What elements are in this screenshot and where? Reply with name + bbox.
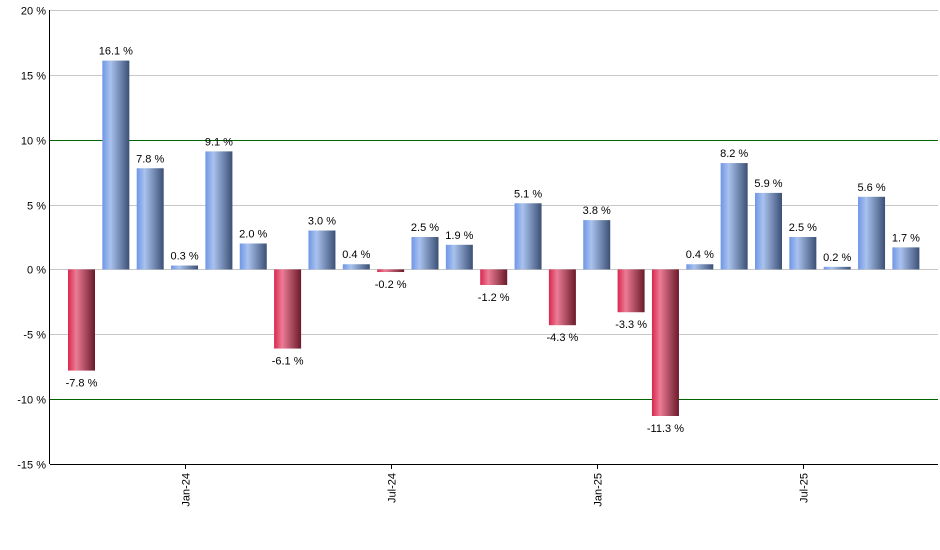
data-label: 0.3 % (170, 251, 198, 263)
y-tick-label: 5 % (27, 201, 46, 213)
data-label: 1.9 % (445, 230, 473, 242)
bar (480, 269, 508, 285)
data-label: -4.3 % (547, 332, 579, 344)
y-tick-label: 15 % (21, 71, 46, 83)
x-tick-label: Jul-25 (799, 473, 811, 503)
bar (102, 60, 130, 270)
bar (342, 264, 370, 270)
bar (617, 269, 645, 313)
bar (274, 269, 302, 349)
data-label: -7.8 % (66, 378, 98, 390)
bar (651, 269, 679, 417)
data-label: -1.2 % (478, 292, 510, 304)
bar (548, 269, 576, 326)
y-tick-label: -5 % (23, 330, 46, 342)
y-tick-label: -15 % (17, 460, 46, 472)
bar (205, 151, 233, 270)
bar (171, 265, 199, 270)
data-label: 5.6 % (857, 182, 885, 194)
data-label: 2.5 % (411, 222, 439, 234)
bar (720, 163, 748, 270)
data-label: -6.1 % (272, 356, 304, 368)
data-label: 2.0 % (239, 228, 267, 240)
data-label: 16.1 % (99, 46, 133, 58)
data-label: -3.3 % (615, 319, 647, 331)
bar (239, 243, 267, 270)
x-tick-label: Jan-24 (181, 473, 193, 507)
bar (823, 266, 851, 270)
data-label: 3.0 % (308, 216, 336, 228)
bar (308, 230, 336, 270)
data-label: 0.4 % (342, 249, 370, 261)
data-label: 0.2 % (823, 252, 851, 264)
x-tick-label: Jan-25 (593, 473, 605, 507)
bar (514, 203, 542, 270)
x-tick-label: Jul-24 (387, 473, 399, 503)
bar (789, 237, 817, 270)
data-label: 3.8 % (583, 205, 611, 217)
bar (755, 192, 782, 270)
data-label: 1.7 % (892, 232, 920, 244)
bar (445, 244, 473, 270)
y-tick-label: 20 % (21, 6, 46, 18)
data-label: -11.3 % (647, 423, 684, 435)
data-label: 5.1 % (514, 188, 542, 200)
y-tick-label: 0 % (27, 265, 46, 277)
bar (136, 168, 164, 270)
bar (583, 220, 611, 270)
data-label: 2.5 % (789, 222, 817, 234)
y-tick-label: -10 % (17, 395, 46, 407)
bar (411, 237, 439, 270)
data-label: -0.2 % (375, 279, 407, 291)
data-label: 9.1 % (205, 136, 233, 148)
data-label: 8.2 % (720, 148, 748, 160)
data-label: 7.8 % (136, 153, 164, 165)
bar (377, 269, 405, 273)
bar (686, 264, 714, 270)
y-tick-label: 10 % (21, 136, 46, 148)
data-label: 0.4 % (686, 249, 714, 261)
data-label: 5.9 % (754, 178, 782, 190)
bar (858, 196, 886, 270)
bar (68, 269, 95, 371)
bar (892, 247, 920, 270)
